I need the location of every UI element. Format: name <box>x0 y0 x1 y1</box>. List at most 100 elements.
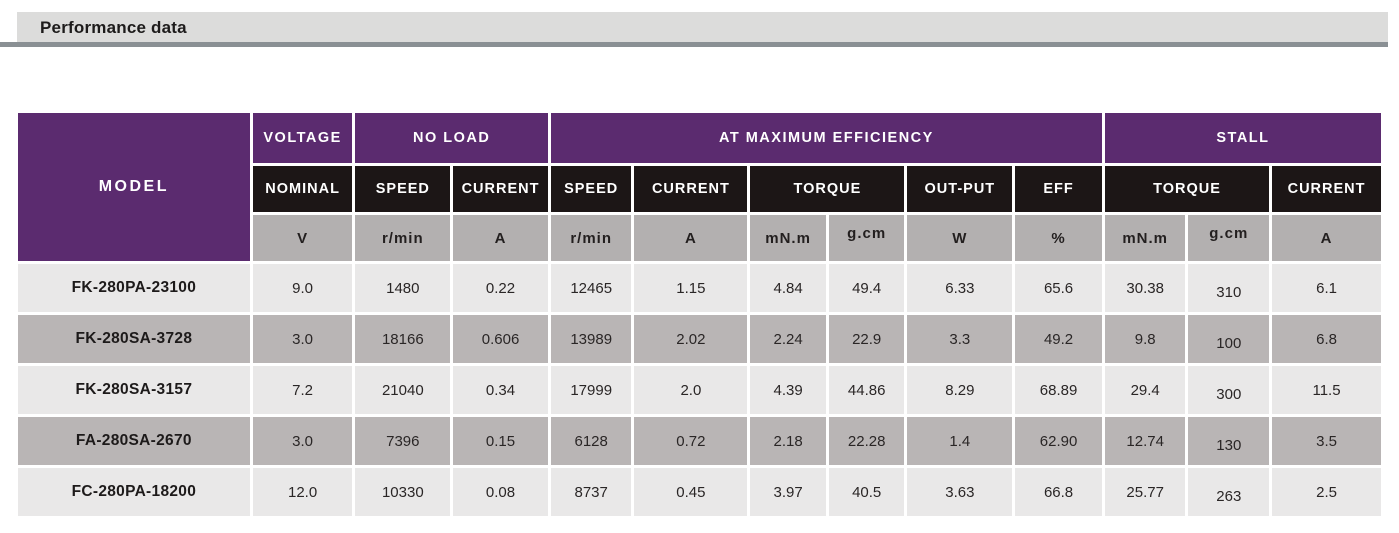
value-cell: 2.24 <box>750 315 826 363</box>
value-cell: 29.4 <box>1104 366 1186 414</box>
value-cell: 4.84 <box>750 264 826 312</box>
value-cell: 1.15 <box>634 264 748 312</box>
subheader-speed-3: SPEED <box>550 166 632 212</box>
model-name: FA-280SA-2670 <box>18 417 250 465</box>
subheader-nominal-0: NOMINAL <box>252 166 353 212</box>
value-cell: 2.02 <box>634 315 748 363</box>
value-cell: 17999 <box>550 366 632 414</box>
value-cell: 9.0 <box>252 264 353 312</box>
page-title: Performance data <box>40 18 187 37</box>
unit-mn-m-5: mN.m <box>750 215 826 261</box>
value-cell: 4.39 <box>750 366 826 414</box>
value-cell: 44.86 <box>828 366 905 414</box>
value-cell: 100 <box>1188 315 1270 363</box>
value-cell: 13989 <box>550 315 632 363</box>
value-cell: 6.1 <box>1272 264 1381 312</box>
value-cell: 130 <box>1188 417 1270 465</box>
unit-r-min-1: r/min <box>355 215 451 261</box>
value-cell: 6.33 <box>907 264 1013 312</box>
col-group-at-maximum-efficiency: AT MAXIMUM EFFICIENCY <box>550 113 1102 163</box>
value-cell: 2.18 <box>750 417 826 465</box>
value-cell: 22.9 <box>828 315 905 363</box>
value-cell: 62.90 <box>1015 417 1102 465</box>
value-cell: 68.89 <box>1015 366 1102 414</box>
unit-mn-m-9: mN.m <box>1104 215 1186 261</box>
subheader-out-put-6: OUT-PUT <box>907 166 1013 212</box>
subheader-torque-5: TORQUE <box>750 166 905 212</box>
subheader-speed-1: SPEED <box>355 166 451 212</box>
value-cell: 3.0 <box>252 315 353 363</box>
value-cell: 18166 <box>355 315 451 363</box>
value-cell: 21040 <box>355 366 451 414</box>
value-cell: 9.8 <box>1104 315 1186 363</box>
unit-a-4: A <box>634 215 748 261</box>
col-group-voltage: VOLTAGE <box>252 113 353 163</box>
table-row-fk-280pa-23100: FK-280PA-23100 9.0 1480 0.22 12465 1.15 4.84 49… <box>18 264 1381 312</box>
col-group-stall: STALL <box>1104 113 1381 163</box>
title-divider <box>0 42 1388 47</box>
value-cell: 3.63 <box>907 468 1013 516</box>
value-cell: 6.8 <box>1272 315 1381 363</box>
unit---8: % <box>1015 215 1102 261</box>
value-cell: 10330 <box>355 468 451 516</box>
subheader-current-4: CURRENT <box>634 166 748 212</box>
model-name: FK-280PA-23100 <box>18 264 250 312</box>
subheader-row: NOMINAL SPEED CURRENT SPEED CURRENT TORQUE OUT… <box>18 166 1381 212</box>
value-cell: 3.97 <box>750 468 826 516</box>
value-cell: 12.74 <box>1104 417 1186 465</box>
value-cell: 7396 <box>355 417 451 465</box>
model-name: FK-280SA-3728 <box>18 315 250 363</box>
value-cell: 1.4 <box>907 417 1013 465</box>
subheader-current-2: CURRENT <box>453 166 548 212</box>
unit-g-cm-6: g.cm <box>828 215 905 261</box>
value-cell: 25.77 <box>1104 468 1186 516</box>
value-cell: 0.22 <box>453 264 548 312</box>
value-cell: 3.3 <box>907 315 1013 363</box>
value-cell: 7.2 <box>252 366 353 414</box>
value-cell: 0.15 <box>453 417 548 465</box>
unit-a-2: A <box>453 215 548 261</box>
subheader-current-9: CURRENT <box>1272 166 1381 212</box>
value-cell: 12.0 <box>252 468 353 516</box>
value-cell: 49.2 <box>1015 315 1102 363</box>
value-cell: 8.29 <box>907 366 1013 414</box>
value-cell: 1480 <box>355 264 451 312</box>
value-cell: 0.34 <box>453 366 548 414</box>
value-cell: 2.0 <box>634 366 748 414</box>
subheader-torque-8: TORQUE <box>1104 166 1270 212</box>
performance-table: MODEL VOLTAGE NO LOAD AT MAXIMUM EFFICIENCY… <box>15 110 1384 519</box>
table-row-fc-280pa-18200: FC-280PA-18200 12.0 10330 0.08 8737 0.45 3.97 4… <box>18 468 1381 516</box>
value-cell: 0.606 <box>453 315 548 363</box>
value-cell: 30.38 <box>1104 264 1186 312</box>
value-cell: 40.5 <box>828 468 905 516</box>
value-cell: 49.4 <box>828 264 905 312</box>
model-name: FK-280SA-3157 <box>18 366 250 414</box>
group-header-row: MODEL VOLTAGE NO LOAD AT MAXIMUM EFFICIENCY… <box>18 113 1381 261</box>
value-cell: 22.28 <box>828 417 905 465</box>
subheader-eff-7: EFF <box>1015 166 1102 212</box>
unit-a-11: A <box>1272 215 1381 261</box>
value-cell: 65.6 <box>1015 264 1102 312</box>
unit-w-7: W <box>907 215 1013 261</box>
performance-table-wrapper: MODEL VOLTAGE NO LOAD AT MAXIMUM EFFICIENCY… <box>15 110 1384 519</box>
unit-g-cm-10: g.cm <box>1188 215 1270 261</box>
table-row-fk-280sa-3728: FK-280SA-3728 3.0 18166 0.606 13989 2.02 2.24 2… <box>18 315 1381 363</box>
table-row-fa-280sa-2670: FA-280SA-2670 3.0 7396 0.15 6128 0.72 2.18 22.2… <box>18 417 1381 465</box>
value-cell: 3.0 <box>252 417 353 465</box>
unit-r-min-3: r/min <box>550 215 632 261</box>
value-cell: 8737 <box>550 468 632 516</box>
section-title-bar: Performance data <box>17 12 1388 42</box>
value-cell: 3.5 <box>1272 417 1381 465</box>
value-cell: 310 <box>1188 264 1270 312</box>
col-group-no-load: NO LOAD <box>355 113 548 163</box>
table-row-fk-280sa-3157: FK-280SA-3157 7.2 21040 0.34 17999 2.0 4.39 44.… <box>18 366 1381 414</box>
value-cell: 0.72 <box>634 417 748 465</box>
value-cell: 11.5 <box>1272 366 1381 414</box>
value-cell: 300 <box>1188 366 1270 414</box>
value-cell: 0.08 <box>453 468 548 516</box>
value-cell: 66.8 <box>1015 468 1102 516</box>
unit-v-0: V <box>252 215 353 261</box>
col-group-model: MODEL <box>18 113 250 261</box>
value-cell: 263 <box>1188 468 1270 516</box>
